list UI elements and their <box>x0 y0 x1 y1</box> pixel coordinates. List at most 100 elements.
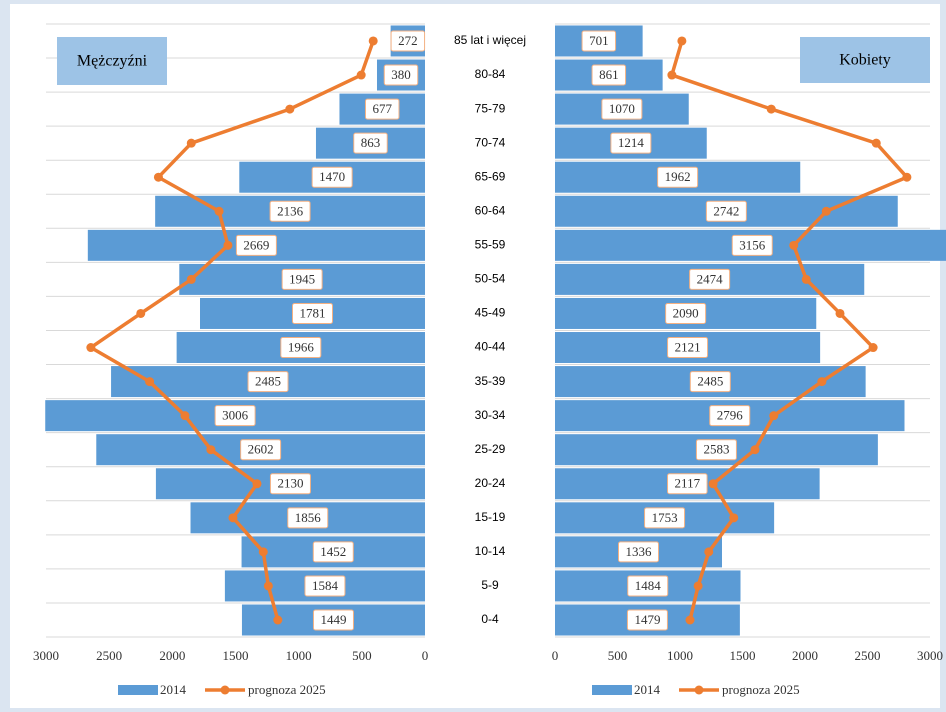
data-label-box <box>667 473 708 495</box>
legend-marker <box>220 685 230 695</box>
forecast-marker <box>252 479 262 489</box>
data-label-box <box>269 200 311 222</box>
data-label: 2796 <box>717 408 744 423</box>
forecast-marker <box>729 513 739 523</box>
data-label-box <box>390 30 426 52</box>
data-label: 1452 <box>320 544 346 559</box>
data-label: 1945 <box>289 271 315 286</box>
legend-swatch <box>592 685 632 695</box>
forecast-marker <box>821 206 831 216</box>
x-tick-label: 1500 <box>223 648 249 663</box>
forecast-marker <box>766 104 776 114</box>
data-label: 1781 <box>300 305 326 320</box>
data-label: 1584 <box>312 578 339 593</box>
data-label: 861 <box>599 67 619 82</box>
data-label-box <box>311 166 353 188</box>
data-label-box <box>667 337 709 359</box>
category-label: 10-14 <box>475 544 506 558</box>
data-label: 1479 <box>634 612 660 627</box>
forecast-marker <box>356 70 366 80</box>
category-label: 50-54 <box>475 272 506 286</box>
line-layer <box>86 36 912 625</box>
category-label: 40-44 <box>475 340 506 354</box>
data-label-box <box>240 439 282 461</box>
forecast-marker <box>214 206 224 216</box>
forecast-marker <box>868 343 878 353</box>
forecast-marker <box>902 172 912 182</box>
data-label-box <box>626 609 668 631</box>
data-label: 1856 <box>295 510 322 525</box>
data-label: 1484 <box>635 578 662 593</box>
forecast-marker <box>769 411 779 421</box>
forecast-marker <box>180 411 190 421</box>
data-label: 1214 <box>618 135 645 150</box>
data-label-box <box>214 405 256 427</box>
data-label: 3006 <box>222 408 249 423</box>
x-tick-label: 2000 <box>159 648 185 663</box>
data-label-box <box>312 609 354 631</box>
forecast-line <box>670 40 909 621</box>
category-label: 15-19 <box>475 510 506 524</box>
label-layer: 1449 1584 1452 1856 2130 2602 3006 2485 1966 1781… <box>214 30 773 631</box>
forecast-marker <box>835 308 845 318</box>
data-label-box <box>235 234 277 256</box>
legend-marker <box>694 685 704 695</box>
data-label: 2136 <box>277 203 304 218</box>
panel-title: Kobiety <box>839 52 891 69</box>
data-label-box <box>353 132 388 154</box>
category-label: 0-4 <box>481 612 499 626</box>
forecast-marker <box>677 36 687 46</box>
data-label: 2485 <box>255 374 281 389</box>
forecast-marker <box>228 513 238 523</box>
category-label: 70-74 <box>475 135 506 149</box>
data-label: 2583 <box>703 442 729 457</box>
data-label-box <box>364 98 400 120</box>
legend-label: prognoza 2025 <box>248 682 326 697</box>
forecast-marker <box>817 377 827 387</box>
category-label: 30-34 <box>475 408 506 422</box>
category-label: 55-59 <box>475 238 506 252</box>
data-label: 380 <box>391 67 411 82</box>
data-label-box <box>292 302 334 324</box>
data-label-box <box>280 337 322 359</box>
data-label-box <box>618 541 659 563</box>
x-tick-label: 0 <box>552 648 559 663</box>
data-label-box <box>657 166 699 188</box>
forecast-marker <box>685 615 695 625</box>
category-label: 85 lat i więcej <box>454 33 526 47</box>
legend-label: 2014 <box>634 682 661 697</box>
forecast-marker <box>136 308 146 318</box>
forecast-marker <box>704 547 714 557</box>
data-label: 1336 <box>626 544 653 559</box>
data-label-box <box>695 439 737 461</box>
data-label: 2485 <box>697 374 723 389</box>
data-label: 2130 <box>277 476 303 491</box>
data-label: 1449 <box>320 612 346 627</box>
data-label-box <box>287 507 329 529</box>
data-label-box <box>731 234 773 256</box>
data-label: 2669 <box>243 237 269 252</box>
forecast-marker <box>789 240 799 250</box>
grid-layer <box>46 23 930 638</box>
panel-title-box <box>57 37 167 85</box>
forecast-marker <box>273 615 283 625</box>
forecast-marker <box>801 274 811 284</box>
data-label: 2121 <box>675 340 701 355</box>
x-tick-label: 500 <box>608 648 628 663</box>
x-tick-label: 2000 <box>792 648 818 663</box>
category-label: 5-9 <box>481 578 499 592</box>
forecast-marker <box>206 445 216 455</box>
data-label-box <box>705 200 747 222</box>
forecast-marker <box>153 172 163 182</box>
category-label: 75-79 <box>475 101 506 115</box>
data-label: 3156 <box>739 237 766 252</box>
data-label: 1962 <box>665 169 691 184</box>
data-label: 677 <box>372 101 392 116</box>
x-tick-label: 1000 <box>286 648 312 663</box>
category-label: 60-64 <box>475 203 506 217</box>
forecast-marker <box>145 377 155 387</box>
forecast-marker <box>186 138 196 148</box>
data-label: 2602 <box>248 442 274 457</box>
